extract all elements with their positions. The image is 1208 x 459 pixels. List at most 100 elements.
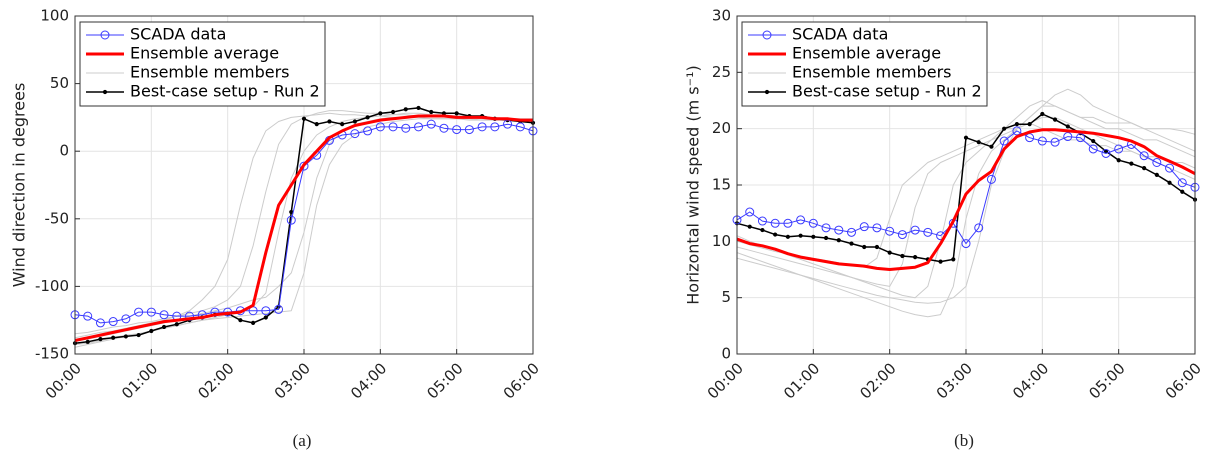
point bbox=[757, 216, 767, 226]
point bbox=[350, 129, 360, 139]
point bbox=[773, 232, 778, 237]
point bbox=[874, 244, 880, 250]
y-tick-label: 10 bbox=[712, 232, 731, 250]
y-tick-label: 5 bbox=[721, 288, 731, 306]
point bbox=[263, 315, 268, 320]
point bbox=[910, 225, 920, 235]
point bbox=[836, 238, 841, 243]
point bbox=[452, 125, 462, 135]
point bbox=[1002, 126, 1007, 131]
point bbox=[798, 233, 803, 238]
point bbox=[745, 207, 755, 217]
point bbox=[299, 161, 309, 171]
point bbox=[897, 230, 907, 240]
y-tick-label: 20 bbox=[712, 119, 731, 137]
point bbox=[885, 226, 895, 236]
point bbox=[146, 307, 156, 317]
point bbox=[1142, 166, 1147, 171]
series-line bbox=[74, 114, 533, 342]
point bbox=[823, 235, 829, 241]
point bbox=[1040, 111, 1045, 117]
point bbox=[352, 119, 357, 124]
x-tick-label: 00:00 bbox=[42, 359, 85, 402]
point bbox=[872, 223, 882, 233]
point bbox=[340, 122, 345, 127]
legend-marker bbox=[102, 89, 108, 95]
point bbox=[1052, 117, 1058, 122]
x-tick-label: 02:00 bbox=[856, 359, 899, 402]
point bbox=[900, 253, 905, 259]
point bbox=[1088, 144, 1098, 154]
point bbox=[134, 307, 144, 317]
point bbox=[123, 334, 128, 339]
point bbox=[439, 123, 449, 133]
x-tick-label: 03:00 bbox=[933, 359, 976, 402]
legend-box bbox=[741, 21, 988, 107]
point bbox=[441, 111, 447, 116]
point bbox=[85, 339, 90, 344]
point bbox=[286, 215, 296, 225]
legend-label: SCADA data bbox=[130, 25, 226, 44]
plot-border bbox=[74, 15, 534, 355]
point bbox=[1012, 126, 1022, 136]
y-tick-label: 30 bbox=[712, 7, 731, 25]
point bbox=[149, 328, 154, 334]
x-tick-label: 01:00 bbox=[118, 359, 161, 402]
point bbox=[378, 111, 383, 116]
y-tick-label: 0 bbox=[721, 345, 731, 363]
point bbox=[862, 244, 867, 250]
point bbox=[416, 105, 421, 111]
y-tick-label: -150 bbox=[35, 345, 69, 363]
point bbox=[301, 116, 307, 121]
member-line bbox=[736, 116, 1196, 287]
point bbox=[314, 122, 319, 127]
point bbox=[770, 218, 780, 228]
point bbox=[1114, 144, 1124, 154]
chart: 0 5 10 15 20 25 30 00:00 01:00 02:00 03:00 04:00 05:… bbox=[684, 7, 1206, 450]
point bbox=[887, 250, 892, 255]
point bbox=[1139, 151, 1149, 161]
point bbox=[414, 122, 423, 132]
point bbox=[161, 324, 167, 330]
point bbox=[913, 255, 918, 260]
series-line bbox=[736, 128, 1196, 271]
point bbox=[426, 119, 436, 129]
y-tick-label: 50 bbox=[50, 74, 69, 92]
point bbox=[274, 304, 284, 314]
y-tick-label: 100 bbox=[40, 7, 69, 25]
x-tick-label: 05:00 bbox=[1085, 359, 1128, 402]
point bbox=[834, 225, 844, 235]
point bbox=[388, 122, 398, 132]
point bbox=[974, 223, 984, 233]
chart: -150 -100 -50 0 50 100 00:00 01:00 02:00 03:00 04:… bbox=[10, 7, 544, 450]
point bbox=[760, 227, 765, 233]
point bbox=[808, 218, 818, 228]
point bbox=[83, 311, 93, 321]
point bbox=[1165, 163, 1175, 173]
legend-label: Best-case setup - Run 2 bbox=[130, 82, 320, 101]
point bbox=[859, 222, 869, 232]
point bbox=[1037, 136, 1047, 146]
legend-label: Ensemble members bbox=[130, 63, 289, 82]
series-line bbox=[736, 130, 1196, 245]
x-tick-label: 02:00 bbox=[194, 359, 237, 402]
point bbox=[747, 224, 752, 229]
point bbox=[1065, 124, 1070, 129]
point bbox=[783, 218, 793, 228]
legend-label: Ensemble average bbox=[792, 44, 941, 63]
point bbox=[1025, 133, 1035, 143]
point bbox=[923, 227, 933, 237]
point bbox=[1063, 132, 1073, 142]
point bbox=[174, 322, 179, 327]
x-tick-label: 06:00 bbox=[1162, 359, 1205, 402]
point bbox=[108, 317, 118, 327]
point bbox=[251, 320, 256, 326]
point bbox=[1180, 189, 1185, 194]
point bbox=[327, 119, 332, 124]
point bbox=[289, 209, 294, 215]
point bbox=[938, 259, 943, 264]
x-tick-label: 03:00 bbox=[271, 359, 314, 402]
point bbox=[159, 310, 169, 320]
